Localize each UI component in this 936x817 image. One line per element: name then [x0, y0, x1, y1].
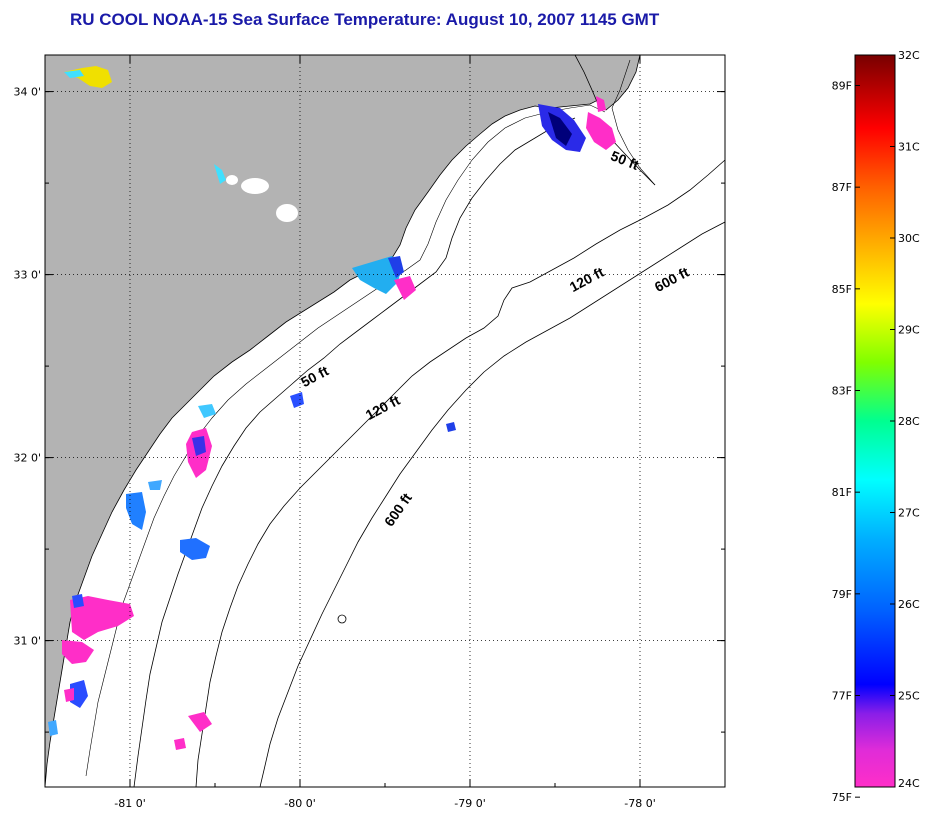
sst-patch [70, 596, 134, 640]
colorbar-c-label: 25C [898, 690, 920, 703]
y-tick-label: 31 0' [13, 635, 41, 648]
map-ticks: -81 0' -80 0' -79 0' -78 0' 34 0' 33 0' 32 0' 3… [13, 55, 726, 810]
colorbar-c-label: 28C [898, 415, 920, 428]
colorbar-labels: 32C 31C 30C 29C 28C 27C 26C 25C 24C 89F 87F 85F 83F 8… [832, 49, 920, 804]
sst-patch [64, 688, 74, 702]
isobath-120ft [195, 159, 725, 787]
sst-patch [180, 538, 210, 560]
x-tick-label: -79 0' [454, 797, 486, 810]
sst-patch [214, 164, 226, 184]
colorbar-f-label: 85F [832, 283, 852, 296]
lake [276, 204, 298, 222]
colorbar-c-label: 31C [898, 141, 920, 154]
y-tick-label: 33 0' [13, 269, 41, 282]
colorbar-c-label: 29C [898, 324, 920, 337]
sst-patch [388, 256, 404, 278]
colorbar-f-label: 77F [832, 690, 852, 703]
land-cape [574, 55, 641, 111]
colorbar-c-label: 32C [898, 49, 920, 62]
x-tick-label: -80 0' [284, 797, 316, 810]
sst-patch [446, 422, 456, 432]
sst-patch [586, 112, 616, 150]
sst-patch [198, 404, 216, 418]
sst-patch [188, 712, 212, 732]
colorbar-c-label: 26C [898, 598, 920, 611]
colorbar-c-label: 24C [898, 777, 920, 790]
colorbar-f-label: 89F [832, 80, 852, 93]
colorbar-f-label: 79F [832, 588, 852, 601]
isobath-ring [337, 614, 347, 624]
colorbar-f-label: 75F [832, 791, 852, 804]
x-tick-label: -78 0' [624, 797, 656, 810]
sst-patch [290, 392, 304, 408]
sst-patch [72, 594, 84, 608]
isobath-600ft [259, 221, 725, 787]
sst-patches [48, 66, 616, 750]
colorbar-c-label: 30C [898, 232, 920, 245]
lake [241, 178, 269, 194]
sst-patch [174, 738, 186, 750]
map-title: RU COOL NOAA-15 Sea Surface Temperature:… [70, 10, 660, 29]
sst-patch [148, 480, 162, 490]
sst-patch [126, 492, 146, 530]
colorbar-f-label: 83F [832, 385, 852, 398]
y-tick-label: 32 0' [13, 452, 41, 465]
sst-patch [48, 720, 58, 736]
sst-patch [192, 436, 206, 456]
colorbar [854, 54, 896, 788]
sst-patch [70, 680, 88, 708]
sst-patch [62, 640, 94, 664]
lake [226, 175, 238, 185]
sst-patch [394, 276, 416, 300]
map-grid [45, 55, 725, 787]
sst-patch [64, 70, 84, 78]
colorbar-c-label: 27C [898, 507, 920, 520]
colorbar-f-label: 87F [832, 181, 852, 194]
colorbar-f-label: 81F [832, 486, 852, 499]
y-tick-label: 34 0' [13, 86, 41, 99]
sst-patch [548, 112, 572, 146]
sst-patch [596, 96, 606, 112]
x-tick-label: -81 0' [114, 797, 146, 810]
